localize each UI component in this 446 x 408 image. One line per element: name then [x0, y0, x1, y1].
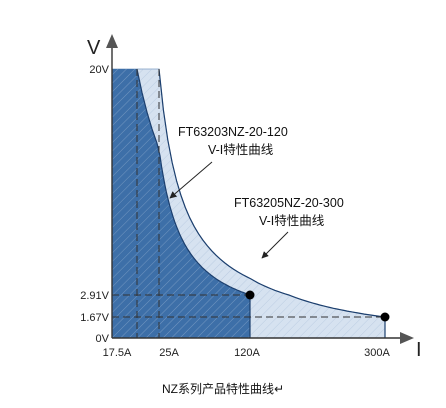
x-tick-label: 120A: [234, 347, 260, 359]
annotation-ft63205-arrow: [261, 231, 289, 259]
endpoint-ft63203: [245, 290, 255, 300]
annotation-ft63203-model: FT63203NZ-20-120: [178, 125, 288, 139]
y-tick-labels: 0V 1.67V 2.91V 20V: [80, 64, 109, 345]
x-tick-labels: 17.5A 25A 120A 300A: [103, 347, 391, 359]
y-tick-label: 20V: [89, 64, 109, 76]
x-axis-arrow-icon: [400, 332, 414, 344]
y-tick-label: 0V: [96, 333, 110, 345]
y-axis-title: V: [87, 37, 101, 59]
series-area-ft63203-hatch: [112, 69, 250, 338]
x-tick-label: 25A: [159, 347, 179, 359]
annotation-ft63203-arrow: [169, 161, 213, 199]
x-tick-label: 300A: [364, 347, 390, 359]
annotation-ft63205-model: FT63205NZ-20-300: [234, 196, 344, 210]
x-axis-title: I: [416, 339, 422, 361]
x-tick-label: 17.5A: [103, 347, 132, 359]
endpoint-ft63205: [380, 312, 390, 322]
series-curve-ft63203: [136, 68, 251, 338]
annotation-ft63203-label: V-I特性曲线: [208, 142, 274, 157]
y-tick-label: 2.91V: [80, 290, 109, 302]
annotation-ft63205-label: V-I特性曲线: [259, 213, 325, 228]
dashed-guides: [112, 69, 385, 338]
chart-caption: NZ系列产品特性曲线↵: [161, 382, 285, 396]
series-curve-ft63205: [158, 68, 386, 338]
y-axis-arrow-icon: [106, 34, 118, 48]
y-tick-label: 1.67V: [80, 312, 109, 324]
